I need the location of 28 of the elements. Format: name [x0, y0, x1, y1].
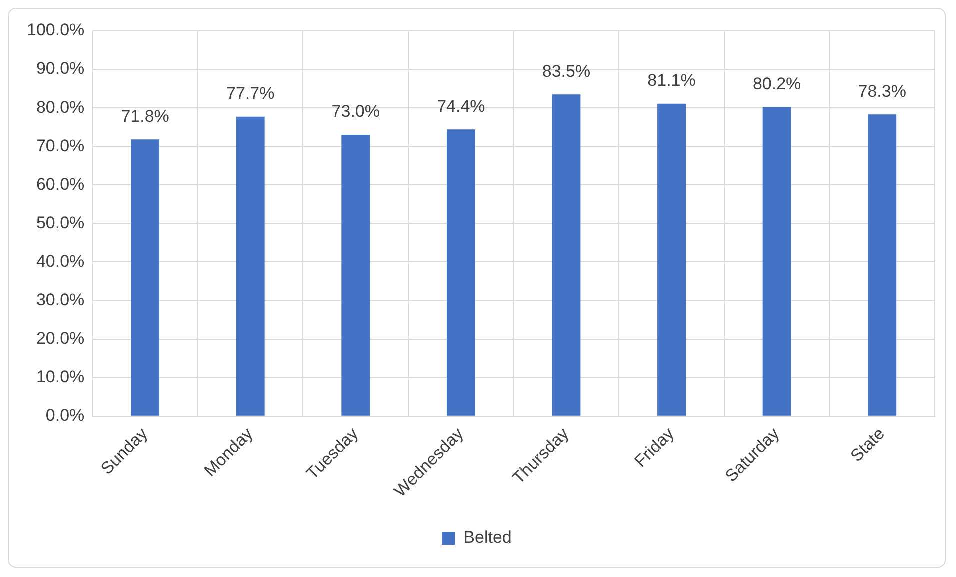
y-tick-label: 50.0% [36, 213, 85, 232]
y-tick-label: 90.0% [36, 59, 85, 78]
bar [446, 130, 476, 416]
y-tick-label: 80.0% [36, 98, 85, 117]
data-label: 81.1% [648, 71, 696, 90]
y-tick-label: 100.0% [26, 20, 85, 40]
bar [342, 135, 370, 416]
legend-label: Belted [464, 528, 512, 548]
y-tick-label: 40.0% [36, 252, 85, 271]
bar [236, 116, 265, 416]
y-tick-label: 70.0% [36, 136, 85, 156]
y-tick-label: 60.0% [36, 174, 85, 194]
data-label: 83.5% [542, 62, 591, 81]
y-tick-label: 30.0% [36, 290, 85, 310]
y-tick-label: 0.0% [46, 406, 85, 425]
data-label: 74.4% [437, 96, 486, 116]
bar [762, 107, 792, 416]
bar [868, 114, 897, 416]
bar [658, 104, 686, 416]
bar [131, 140, 160, 416]
data-label: 77.7% [226, 84, 275, 104]
data-label: 80.2% [752, 74, 802, 94]
data-label: 71.8% [121, 106, 170, 126]
y-tick-label: 20.0% [36, 328, 85, 348]
data-label: 73.0% [332, 102, 380, 122]
bar [552, 94, 581, 416]
data-label: 78.3% [858, 82, 906, 101]
y-tick-label: 10.0% [36, 367, 85, 386]
